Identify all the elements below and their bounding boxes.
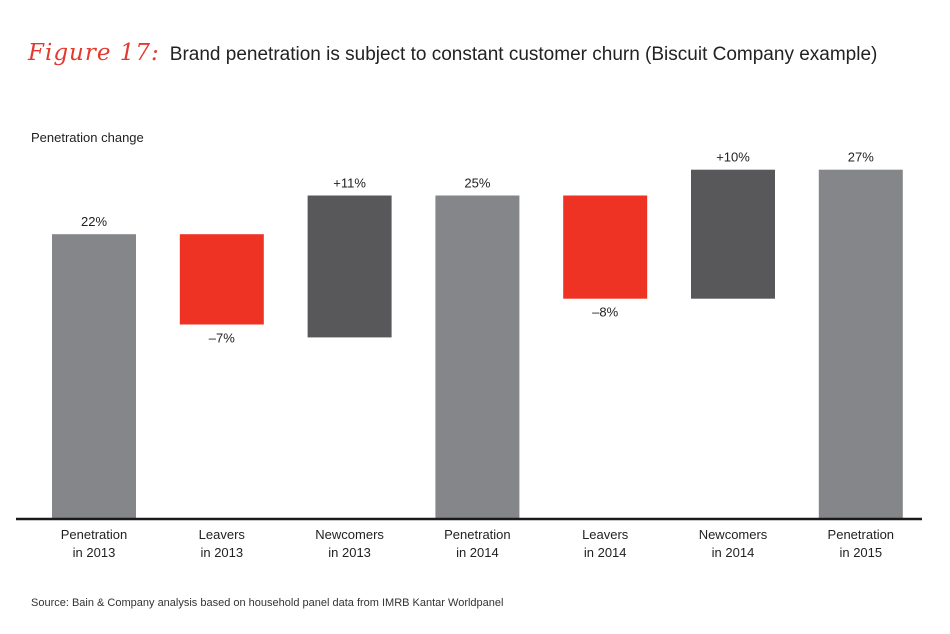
- x-tick-label: in 2013: [200, 545, 243, 560]
- x-tick-label: Leavers: [582, 527, 629, 542]
- figure-number: Figure 17:: [28, 40, 160, 66]
- bar-leavers: [563, 195, 648, 299]
- y-axis-label: Penetration change: [31, 130, 144, 145]
- x-tick-label: Newcomers: [315, 527, 384, 542]
- x-tick-label: Penetration: [828, 527, 895, 542]
- x-tick-label: in 2014: [584, 545, 627, 560]
- x-tick-label: Penetration: [444, 527, 511, 542]
- page-title: Brand penetration is subject to constant…: [169, 44, 878, 65]
- x-tick-label: Newcomers: [699, 527, 768, 542]
- x-tick-label: Leavers: [199, 527, 246, 542]
- data-label: 27%: [848, 150, 874, 165]
- bar-total: [435, 195, 520, 518]
- waterfall-chart: 22% Penetration in 2013 –7% Leavers in 2013 +1…: [16, 150, 922, 560]
- source-note: Source: Bain & Company analysis based on…: [31, 597, 504, 609]
- data-label: 25%: [464, 176, 490, 191]
- data-label: 22%: [81, 214, 107, 229]
- x-tick-label: in 2013: [73, 545, 116, 560]
- x-tick-label: Penetration: [61, 527, 128, 542]
- bar-total: [818, 169, 903, 518]
- bar-leavers: [179, 234, 264, 325]
- figure-heading: Figure 17: Brand penetration is subject t…: [28, 40, 928, 66]
- bar-newcomers: [307, 195, 392, 338]
- bar-newcomers: [691, 169, 775, 299]
- x-tick-label: in 2014: [712, 545, 755, 560]
- x-tick-label: in 2015: [839, 545, 882, 560]
- data-label: –8%: [592, 305, 618, 320]
- data-label: +11%: [333, 176, 366, 191]
- data-label: +10%: [716, 150, 750, 165]
- bar-total: [52, 234, 136, 518]
- data-label: –7%: [209, 331, 235, 346]
- x-tick-label: in 2014: [456, 545, 499, 560]
- x-tick-label: in 2013: [328, 545, 371, 560]
